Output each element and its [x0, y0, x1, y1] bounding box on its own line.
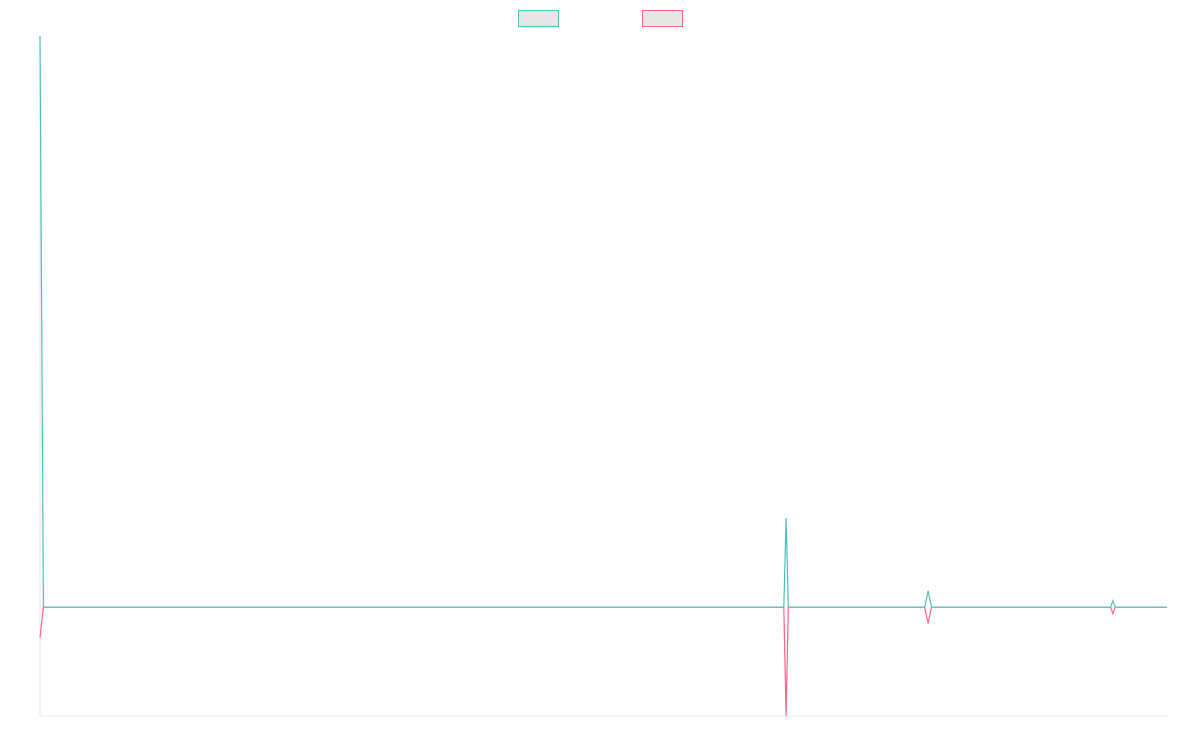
legend	[518, 10, 683, 27]
legend-swatch-1[interactable]	[518, 10, 559, 27]
series-line-2	[39, 606, 1167, 717]
series-line-1	[39, 35, 1167, 608]
series-layer	[39, 35, 1167, 717]
axes	[39, 36, 1167, 717]
legend-swatch-2[interactable]	[642, 10, 683, 27]
